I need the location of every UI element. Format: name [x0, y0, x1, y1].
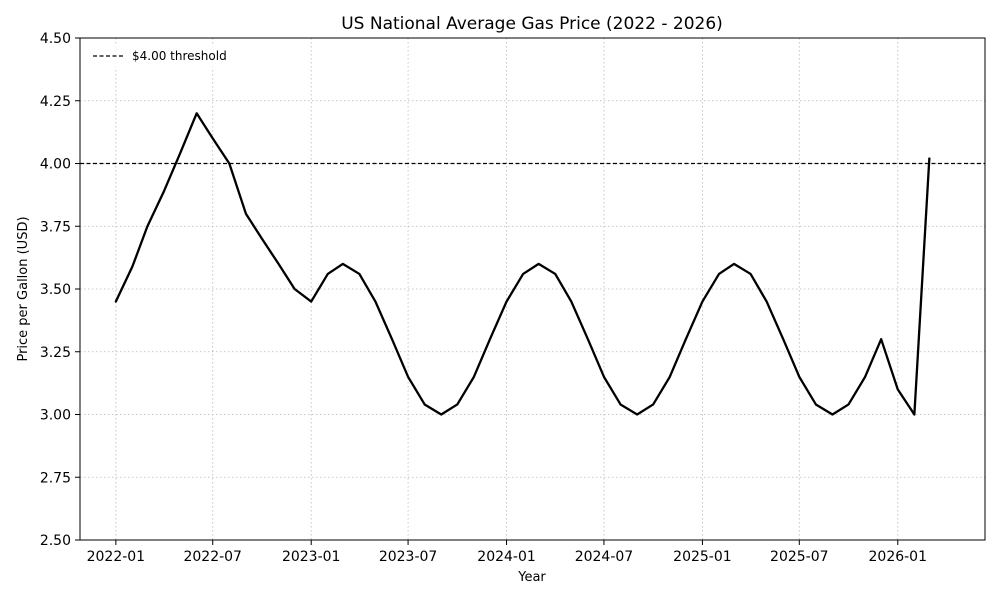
x-tick-label: 2023-01	[282, 549, 341, 565]
y-tick-label: 3.25	[40, 345, 71, 361]
x-tick-label: 2026-01	[869, 549, 928, 565]
legend: $4.00 threshold	[86, 44, 236, 68]
series-layer	[114, 112, 931, 416]
x-tick-label: 2022-07	[183, 549, 242, 565]
x-tick-label: 2023-07	[379, 549, 438, 565]
y-tick-label: 3.00	[40, 408, 71, 424]
chart-title: US National Average Gas Price (2022 - 20…	[341, 14, 723, 34]
y-tick-label: 4.00	[40, 157, 71, 173]
x-tick-label: 2024-07	[575, 549, 634, 565]
x-tick-label: 2022-01	[87, 549, 146, 565]
y-tick-label: 3.50	[40, 282, 71, 298]
price-series-line	[114, 112, 931, 416]
y-tick-label: 3.75	[40, 219, 71, 235]
legend-threshold-label: $4.00 threshold	[132, 49, 227, 63]
y-axis-title: Price per Gallon (USD)	[16, 216, 31, 361]
y-tick-label: 2.75	[40, 470, 71, 486]
x-tick-label: 2024-01	[477, 549, 536, 565]
y-tick-label: 2.50	[40, 533, 71, 549]
x-tick-label: 2025-01	[673, 549, 732, 565]
legend-box	[86, 44, 236, 68]
x-axis-title: Year	[517, 570, 546, 585]
x-tick-label: 2025-07	[770, 549, 829, 565]
tick-layer: 2.50 2.75 3.00 3.25 3.50 3.75 4.00 4.25 4.50 2022…	[40, 31, 927, 565]
y-tick-label: 4.50	[40, 31, 71, 47]
y-tick-label: 4.25	[40, 94, 71, 110]
